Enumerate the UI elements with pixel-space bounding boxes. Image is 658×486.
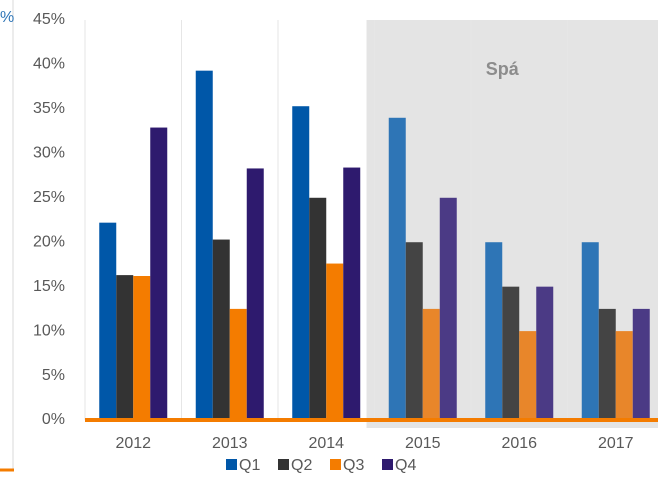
legend-label: Q4 (395, 457, 416, 474)
bar (195, 70, 213, 421)
y-tick-label: 5% (42, 367, 65, 384)
forecast-label: Spá (486, 59, 520, 79)
x-tick-label: 2014 (308, 435, 344, 452)
y-tick-label: 20% (33, 233, 65, 250)
legend-swatch (382, 459, 393, 470)
legend-swatch (330, 459, 341, 470)
x-tick-label: 2017 (598, 435, 634, 452)
legend-swatch (226, 459, 237, 470)
bar (615, 331, 633, 420)
bar (246, 168, 264, 420)
y-tick-label: 15% (33, 278, 65, 295)
y-tick-label: 35% (33, 100, 65, 117)
bar (229, 308, 247, 420)
legend-label: Q2 (291, 457, 312, 474)
bar (292, 106, 310, 420)
bar (439, 197, 457, 420)
y-tick-label: 40% (33, 56, 65, 73)
x-tick-label: 2016 (501, 435, 537, 452)
bar (632, 308, 650, 420)
bar (405, 242, 423, 420)
bar (536, 286, 554, 420)
bar (343, 167, 361, 420)
bar (99, 222, 117, 420)
x-tick-label: 2013 (212, 435, 248, 452)
legend-label: Q3 (343, 457, 364, 474)
y-tick-label: 45% (33, 11, 65, 28)
x-tick-label: 2012 (115, 435, 151, 452)
fragment-text: % (0, 9, 14, 26)
bar (212, 239, 230, 420)
y-tick-label: 0% (42, 411, 65, 428)
y-tick-label: 30% (33, 145, 65, 162)
x-tick-label: 2015 (405, 435, 441, 452)
bar (502, 286, 520, 420)
bar (326, 263, 344, 420)
bar (581, 242, 599, 420)
bar (388, 117, 406, 421)
legend-swatch (278, 459, 289, 470)
bar (133, 276, 151, 420)
bar (598, 308, 616, 420)
legend-label: Q1 (239, 457, 260, 474)
bar (422, 308, 440, 420)
y-tick-label: 25% (33, 189, 65, 206)
bar (150, 127, 168, 421)
bar (116, 275, 134, 420)
y-tick-label: 10% (33, 322, 65, 339)
bar (519, 331, 537, 420)
bar (309, 197, 327, 420)
bar (485, 242, 503, 420)
